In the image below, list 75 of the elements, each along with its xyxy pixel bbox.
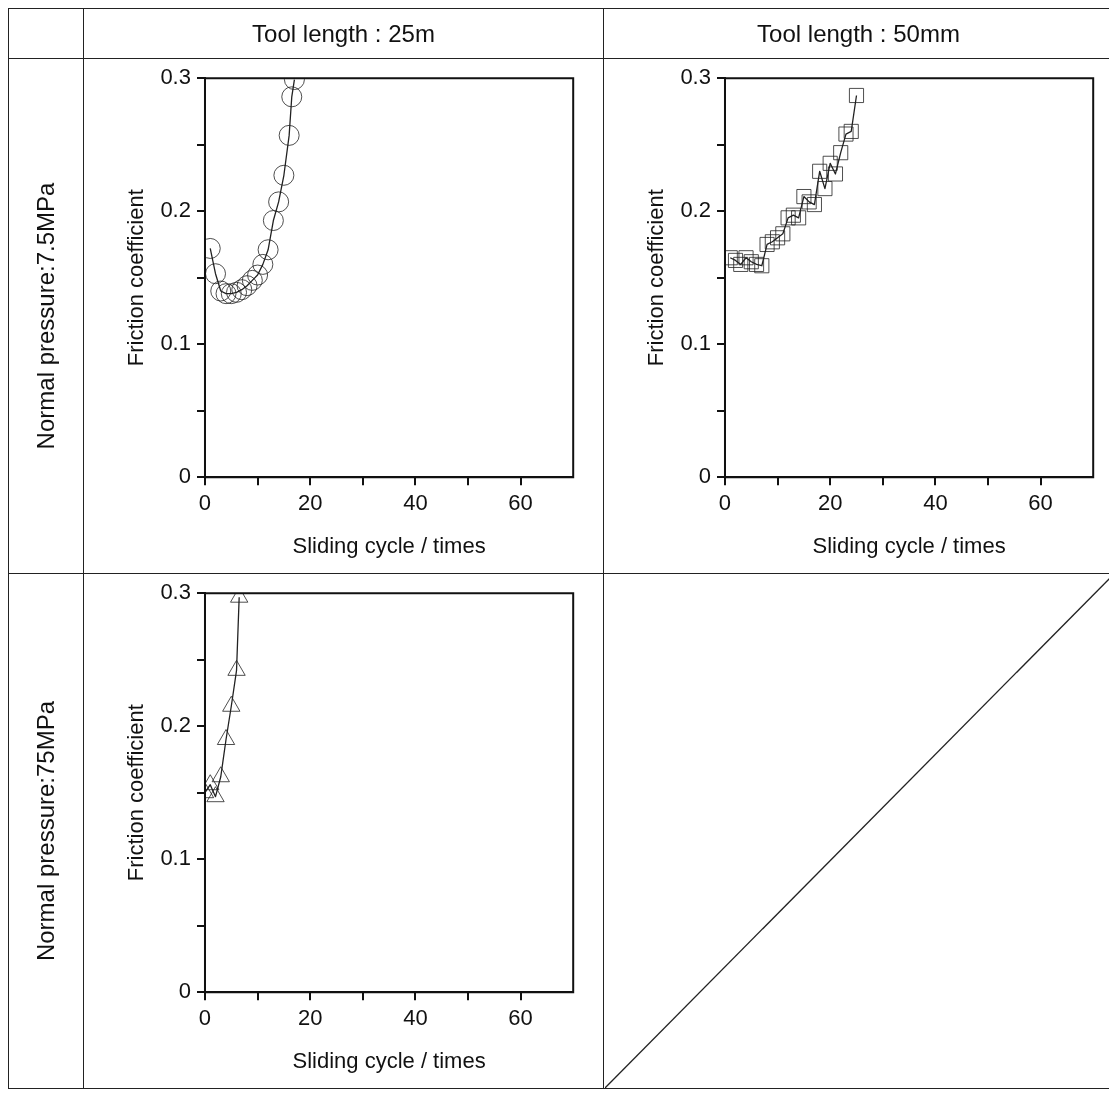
y-tick-label: 0.3 [160, 64, 191, 90]
point [278, 124, 300, 146]
point [838, 126, 854, 142]
point [796, 189, 812, 205]
point [791, 210, 807, 226]
y-tick-label: 0 [178, 463, 191, 489]
y-tick-label: 0 [178, 978, 191, 1004]
x-tick-label: 20 [817, 490, 843, 516]
point [262, 210, 284, 231]
point [801, 194, 817, 210]
point [754, 258, 770, 274]
point [724, 250, 738, 266]
y-tick-label: 0.2 [160, 712, 191, 738]
x-tick-label: 0 [198, 490, 212, 516]
point [843, 123, 859, 139]
y-axis-title: Friction coefficient [123, 189, 149, 367]
y-tick-label: 0 [698, 463, 711, 489]
x-axis-title: Sliding cycle / times [812, 532, 1006, 558]
point [252, 254, 274, 275]
point [827, 166, 843, 182]
x-tick-label: 60 [508, 490, 533, 516]
point [822, 155, 838, 171]
point [257, 239, 279, 261]
point [743, 254, 759, 270]
y-axis-title: Friction coefficient [643, 189, 669, 367]
y-axis-title: Friction coefficient [123, 704, 149, 882]
x-tick-label: 40 [403, 490, 428, 516]
point [281, 86, 303, 108]
point [241, 269, 263, 291]
y-tick-label: 0.1 [160, 330, 191, 356]
x-axis-title: Sliding cycle / times [292, 532, 486, 558]
text: Normal pressure:75MPa [32, 700, 60, 962]
chart-title: Tool length : 25m [252, 19, 435, 48]
chart-title: Tool length : 50mm [757, 19, 960, 48]
point [759, 236, 775, 252]
x-tick-label: 20 [297, 490, 323, 516]
point [785, 207, 801, 223]
point [226, 281, 247, 303]
x-axis-title: Sliding cycle / times [292, 1047, 486, 1073]
point [749, 256, 765, 272]
y-tick-label: 0.1 [680, 330, 711, 356]
x-tick-label: 0 [198, 1005, 212, 1031]
point [210, 280, 232, 302]
y-tick-label: 0.3 [160, 579, 191, 605]
point [268, 191, 290, 213]
point [849, 88, 864, 103]
x-tick-label: 0 [718, 490, 732, 516]
y-tick-label: 0.3 [680, 64, 711, 90]
point [770, 230, 786, 246]
point [205, 263, 226, 285]
point [775, 226, 791, 242]
point [806, 197, 822, 213]
point [833, 145, 849, 161]
point [738, 250, 754, 266]
point [812, 163, 828, 179]
y-tick-label: 0.1 [160, 845, 191, 871]
point [273, 164, 295, 186]
x-tick-label: 40 [403, 1005, 428, 1031]
point [236, 275, 258, 297]
x-tick-label: 40 [923, 490, 948, 516]
point [231, 279, 253, 301]
point [215, 283, 237, 305]
point [247, 264, 268, 286]
point [780, 210, 796, 226]
point [728, 252, 743, 268]
x-tick-label: 60 [508, 1005, 533, 1031]
point [220, 283, 242, 305]
point [817, 181, 833, 197]
point [764, 234, 780, 250]
y-tick-label: 0.2 [160, 197, 191, 223]
point [733, 256, 749, 272]
text: Normal pressure:7.5MPa [32, 182, 60, 450]
x-tick-label: 20 [297, 1005, 323, 1031]
y-tick-label: 0.2 [680, 197, 711, 223]
x-tick-label: 60 [1028, 490, 1053, 516]
